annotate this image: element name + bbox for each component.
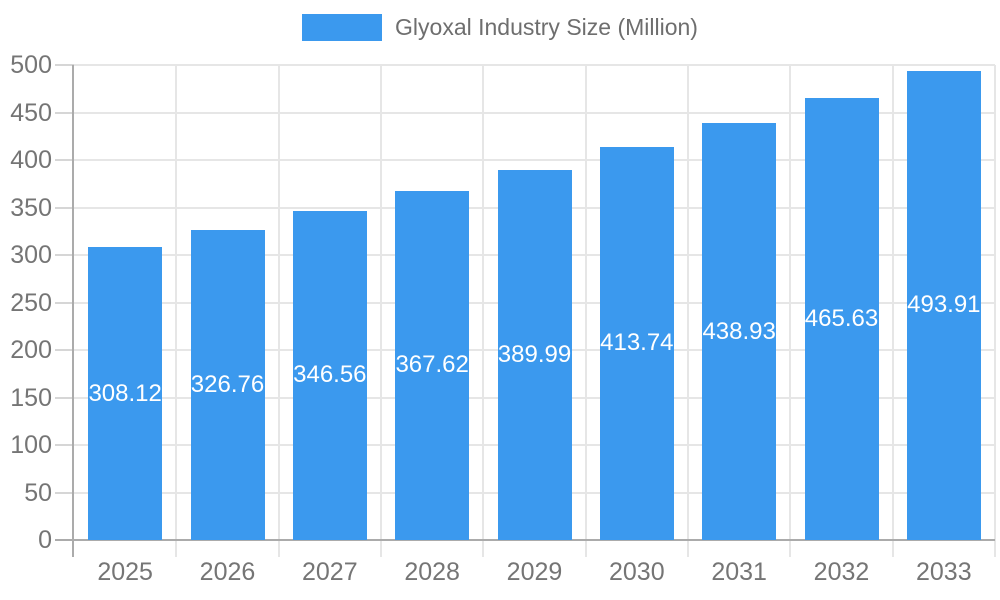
x-axis-tick-label: 2030 [609,558,665,586]
y-axis-tick [55,206,74,209]
x-gridline [584,65,587,557]
y-axis-tick [55,349,74,351]
bar [395,190,470,540]
y-axis-tick-label: 150 [10,383,52,412]
bar [88,247,163,540]
bar-value-label: 326.76 [190,370,265,398]
bar-value-label: 389.99 [497,340,572,368]
y-axis-line [72,65,74,557]
y-axis-tick [55,111,74,114]
y-axis-tick-label: 500 [10,51,52,79]
y-axis-tick [55,444,74,446]
x-axis-tick-label: 2028 [404,558,460,586]
bar [190,229,265,540]
x-axis-tick-label: 2026 [199,558,256,586]
x-axis-tick-label: 2031 [711,558,767,586]
y-axis-tick-label: 100 [10,431,52,459]
bar-value-label: 367.62 [395,351,469,379]
bar [599,146,674,540]
y-axis-tick-label: 50 [24,478,52,507]
x-axis-tick-label: 2029 [506,558,563,586]
bar-value-label: 493.91 [907,291,981,319]
y-axis-tick-label: 200 [10,336,52,364]
bar [702,123,777,540]
y-axis-tick-label: 250 [10,288,52,317]
y-gridline [74,64,995,66]
y-axis-tick [55,396,74,399]
y-axis-tick-label: 0 [38,526,52,554]
bar-value-label: 308.12 [88,379,162,407]
bar [804,97,879,540]
x-gridline [994,65,996,557]
x-axis-tick-label: 2032 [813,558,870,586]
bar-value-label: 413.74 [600,329,674,357]
bar [497,169,572,540]
bar-value-label: 346.56 [293,361,367,389]
y-axis-tick [55,254,74,256]
y-axis-tick [55,159,74,161]
x-axis-line [55,539,995,541]
x-gridline [380,65,382,557]
x-axis-tick-label: 2025 [97,558,153,586]
x-gridline [482,65,485,557]
bar [292,210,367,540]
x-gridline [789,65,792,557]
x-axis-tick-label: 2033 [916,558,972,586]
x-gridline [175,65,178,557]
y-axis-tick-label: 450 [10,98,52,127]
y-gridline [74,111,995,114]
legend-swatch [302,14,383,41]
x-axis-tick-label: 2027 [302,558,358,586]
y-axis-tick-label: 350 [10,193,52,222]
bar [906,70,981,540]
y-axis-tick [55,491,74,494]
y-axis-tick-label: 400 [10,146,52,174]
bar-value-label: 465.63 [804,304,879,332]
legend-label: Glyoxal Industry Size (Million) [395,14,698,40]
y-axis-tick-label: 300 [10,241,52,269]
legend[interactable]: Glyoxal Industry Size (Million) [0,14,1000,41]
y-gridline [74,159,995,161]
x-gridline [687,65,689,557]
x-gridline [277,65,280,557]
bar-value-label: 438.93 [702,317,776,345]
x-gridline [891,65,894,557]
y-axis-tick [55,301,74,304]
y-axis-tick [55,64,74,66]
